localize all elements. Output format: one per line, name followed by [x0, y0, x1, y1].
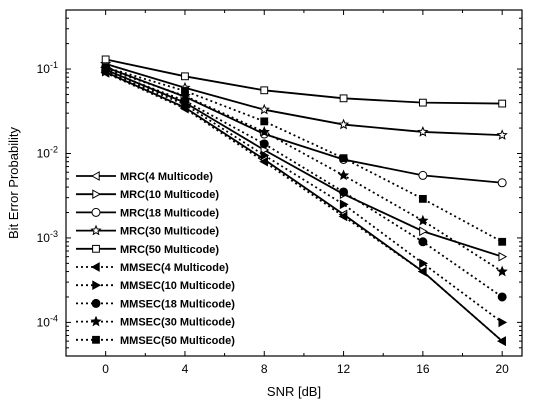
legend-marker — [91, 207, 101, 217]
legend-label: MMSEC(30 Multicode) — [120, 317, 235, 329]
legend-item: MRC(10 Multicode) — [76, 189, 219, 201]
data-point — [418, 98, 427, 107]
data-point — [337, 169, 350, 181]
series-line — [105, 66, 503, 184]
series-line — [105, 70, 503, 324]
legend-item: MMSEC(50 Multicode) — [76, 335, 235, 347]
data-point — [339, 154, 348, 163]
data-point — [338, 211, 348, 222]
legend-marker — [90, 171, 100, 181]
legend: MRC(4 Multicode) MRC(10 Multicode) MRC(18 … — [76, 171, 235, 347]
data-point — [497, 336, 506, 346]
legend-label: MMSEC(18 Multicode) — [120, 298, 235, 310]
series-5 — [101, 55, 507, 108]
data-point — [101, 63, 110, 72]
legend-label: MRC(18 Multicode) — [120, 207, 219, 219]
data-point — [496, 265, 508, 277]
data-point — [337, 118, 350, 130]
x-tick-label: 16 — [416, 362, 430, 376]
legend-item: MMSEC(4 Multicode) — [76, 262, 229, 274]
data-point — [339, 199, 349, 210]
data-point — [497, 178, 507, 188]
x-tick-label: 20 — [495, 362, 509, 376]
data-point — [258, 103, 270, 115]
data-point — [260, 86, 269, 95]
data-point — [418, 170, 428, 180]
legend-marker — [92, 189, 102, 200]
data-point — [498, 237, 507, 246]
data-point — [419, 226, 428, 237]
y-axis-label: Bit Error Probability — [6, 127, 21, 239]
series-line — [105, 69, 503, 298]
legend-label: MMSEC(10 Multicode) — [120, 280, 235, 292]
y-tick-label: 10-1 — [37, 60, 58, 76]
data-point — [498, 251, 508, 262]
data-point — [417, 126, 429, 137]
series-line — [105, 72, 503, 342]
data-point — [498, 317, 508, 328]
x-tick-label: 4 — [182, 362, 189, 376]
data-point — [339, 94, 348, 103]
legend-marker — [92, 280, 102, 291]
data-point — [260, 117, 269, 126]
legend-marker — [90, 315, 102, 327]
data-point — [498, 99, 507, 108]
data-point — [417, 266, 427, 277]
legend-label: MRC(30 Multicode) — [120, 226, 219, 238]
legend-label: MRC(10 Multicode) — [120, 189, 219, 201]
y-tick-label: 10-3 — [37, 229, 58, 245]
data-point — [417, 214, 429, 226]
data-point — [181, 72, 189, 81]
series-line — [105, 68, 503, 273]
y-tick-label: 10-4 — [37, 313, 58, 329]
legend-item: MMSEC(18 Multicode) — [76, 298, 235, 310]
series-layer — [100, 55, 508, 346]
legend-item: MRC(18 Multicode) — [76, 207, 219, 219]
series-line — [105, 71, 503, 342]
data-point — [259, 156, 268, 167]
axes-layer: 0 4 8 12 16 20 10-1 10-2 10-3 10-4 — [37, 9, 522, 376]
legend-label: MRC(4 Multicode) — [120, 171, 213, 183]
series-line — [105, 66, 503, 243]
legend-marker — [90, 224, 102, 236]
plot-frame — [65, 9, 523, 357]
series-line — [105, 58, 503, 105]
legend-label: MMSEC(50 Multicode) — [120, 335, 235, 347]
x-tick-label: 8 — [261, 362, 268, 376]
data-point — [260, 150, 270, 161]
data-point — [259, 139, 269, 149]
data-point — [101, 55, 110, 64]
x-tick-label: 12 — [337, 362, 351, 376]
series-line — [105, 68, 503, 258]
data-point — [418, 237, 428, 247]
series-10 — [101, 63, 507, 246]
x-axis-label: SNR [dB] — [267, 384, 321, 399]
legend-label: MRC(50 Multicode) — [120, 244, 219, 256]
legend-marker — [92, 244, 100, 253]
legend-item: MRC(4 Multicode) — [76, 171, 213, 183]
data-point — [418, 194, 427, 203]
legend-marker — [92, 335, 100, 344]
series-line — [105, 63, 503, 137]
data-point — [258, 126, 270, 137]
legend-item: MMSEC(30 Multicode) — [76, 315, 235, 329]
legend-item: MMSEC(10 Multicode) — [76, 280, 235, 292]
data-point — [496, 129, 508, 140]
legend-marker — [90, 262, 100, 272]
legend-item: MRC(50 Multicode) — [76, 244, 219, 256]
x-tick-label: 0 — [102, 362, 109, 376]
legend-label: MMSEC(4 Multicode) — [120, 262, 229, 274]
legend-marker — [91, 298, 101, 308]
data-point — [497, 292, 507, 302]
data-point — [181, 87, 189, 95]
y-tick-label: 10-2 — [37, 144, 58, 160]
data-point — [339, 187, 349, 197]
legend-item: MRC(30 Multicode) — [76, 224, 219, 238]
data-point — [419, 258, 428, 269]
